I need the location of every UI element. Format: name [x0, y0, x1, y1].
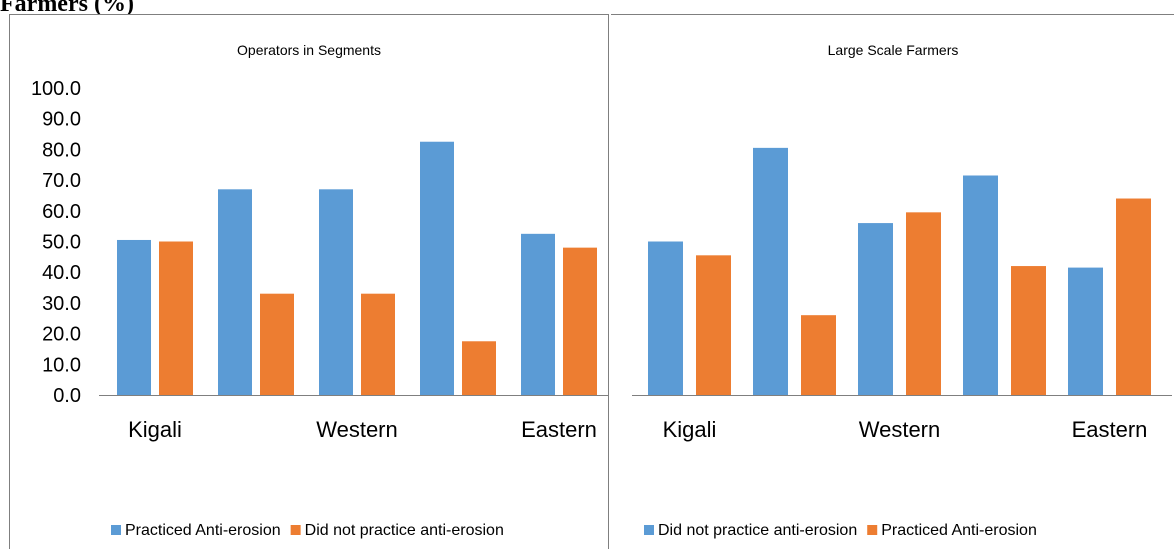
chart-0-ytick: 100.0 [31, 78, 81, 100]
chart-1-bar-did-not-practice-anti-erosion-1 [753, 147, 788, 395]
chart-0-bar-practiced-anti-erosion-1 [218, 189, 252, 395]
chart-1-legend-swatch-0 [644, 525, 654, 535]
chart-0-ytick: 50.0 [42, 232, 81, 254]
chart-0-bar-practiced-anti-erosion-2 [319, 189, 353, 395]
chart-1-xtick-eastern: Eastern [1072, 417, 1148, 442]
chart-0-bar-did-not-practice-anti-erosion-0 [159, 241, 193, 395]
chart-1-bar-did-not-practice-anti-erosion-3 [963, 175, 998, 395]
chart-0-xtick-eastern: Eastern [521, 417, 597, 442]
chart-0-ytick: 20.0 [42, 324, 81, 346]
chart-1-bar-practiced-anti-erosion-4 [1116, 198, 1151, 395]
chart-operators-in-segments: Operators in Segments 0.0 10.0 20.0 30.0 40.0… [31, 42, 608, 539]
chart-1-legend-label-0: Did not practice anti-erosion [658, 522, 857, 539]
chart-0-bar-did-not-practice-anti-erosion-2 [361, 293, 395, 395]
chart-0-ytick: 60.0 [42, 201, 81, 223]
chart-0-legend-label-0: Practiced Anti-erosion [125, 522, 281, 539]
chart-0-legend-swatch-0 [111, 525, 121, 535]
chart-1-legend-label-1: Practiced Anti-erosion [881, 522, 1037, 539]
chart-0-bar-did-not-practice-anti-erosion-3 [462, 341, 496, 395]
chart-0-ytick: 80.0 [42, 139, 81, 161]
chart-0-bar-practiced-anti-erosion-3 [420, 141, 454, 395]
chart-0-legend-label-1: Did not practice anti-erosion [305, 522, 504, 539]
chart-panel-large-scale: Large Scale Farmers Kigali Western Eastern D… [611, 14, 1174, 549]
chart-1-bar-practiced-anti-erosion-0 [696, 255, 731, 395]
chart-0-ytick: 30.0 [42, 293, 81, 315]
chart-1-bar-practiced-anti-erosion-3 [1011, 266, 1046, 395]
chart-0-ytick: 0.0 [53, 385, 81, 407]
chart-0-bar-practiced-anti-erosion-4 [521, 233, 555, 395]
chart-1-xtick-western: Western [859, 417, 941, 442]
chart-1-title: Large Scale Farmers [828, 42, 959, 58]
chart-1-xtick-kigali: Kigali [663, 417, 717, 442]
chart-0-xtick-western: Western [316, 417, 398, 442]
chart-0-bar-practiced-anti-erosion-0 [117, 239, 151, 395]
chart-0-ytick: 70.0 [42, 170, 81, 192]
chart-1-bar-did-not-practice-anti-erosion-0 [648, 241, 683, 395]
chart-0-xtick-kigali: Kigali [128, 417, 182, 442]
chart-0-ytick: 90.0 [42, 109, 81, 131]
chart-0-legend-swatch-1 [290, 525, 301, 535]
chart-0-ytick: 40.0 [42, 262, 81, 284]
chart-large-scale-farmers: Large Scale Farmers Kigali Western Eastern D… [632, 42, 1172, 539]
chart-0-title: Operators in Segments [237, 42, 381, 58]
chart-0-bar-did-not-practice-anti-erosion-4 [563, 247, 597, 395]
chart-1-bar-did-not-practice-anti-erosion-4 [1068, 267, 1103, 395]
page-heading: Farmers (%) [0, 0, 134, 17]
chart-0-ytick: 10.0 [42, 354, 81, 376]
chart-panel-operators: Operators in Segments 0.0 10.0 20.0 30.0 40.0… [9, 14, 609, 549]
chart-1-bar-practiced-anti-erosion-2 [906, 212, 941, 395]
chart-1-bar-practiced-anti-erosion-1 [801, 315, 836, 395]
chart-1-bar-did-not-practice-anti-erosion-2 [858, 223, 893, 395]
chart-0-bar-did-not-practice-anti-erosion-1 [260, 293, 294, 395]
chart-1-legend-swatch-1 [867, 525, 878, 535]
